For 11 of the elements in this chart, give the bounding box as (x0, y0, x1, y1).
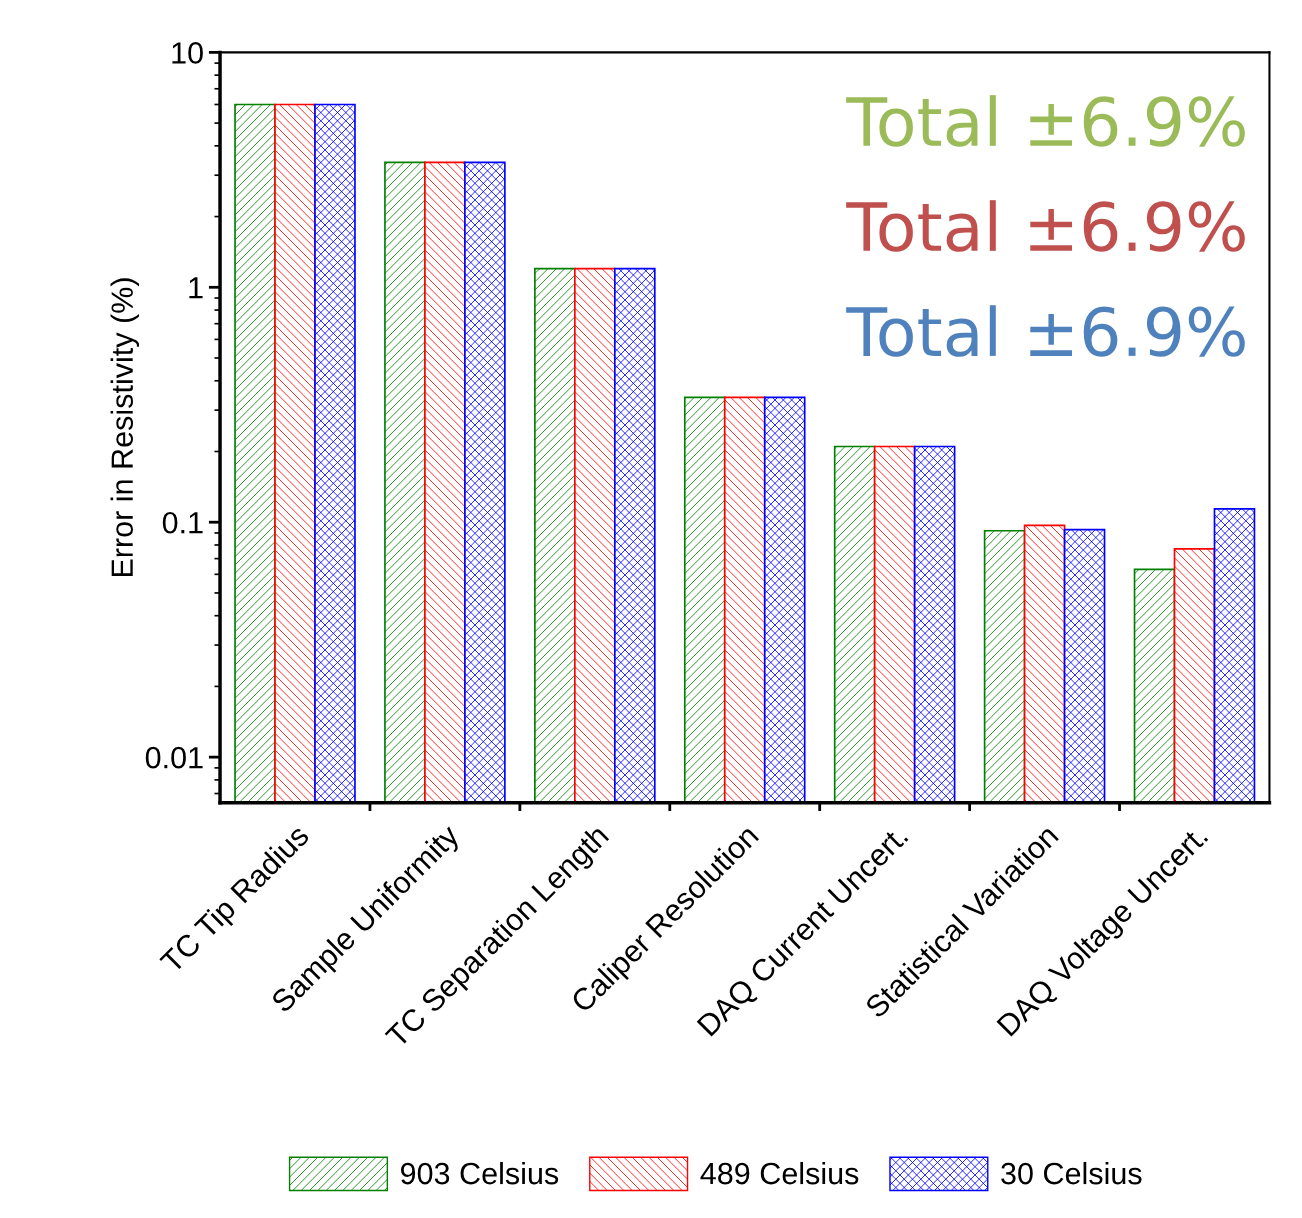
y-axis-title: Error in Resistivity (%) (110, 278, 140, 577)
y-tick-label: 10 (172, 42, 203, 64)
y-tick-label: 0.01 (145, 746, 203, 769)
y-tick-label: 1 (189, 277, 203, 299)
legend-label: 903 Celsius (401, 1161, 559, 1185)
annotation: Total ±6.9% (846, 200, 1245, 252)
y-tick-label: 0.1 (162, 511, 203, 534)
legend-label: 489 Celsius (700, 1161, 859, 1185)
annotation: Total ±6.9% (846, 305, 1245, 357)
annotation: Total ±6.9% (846, 95, 1245, 147)
legend-label: 30 Celsius (1001, 1161, 1142, 1185)
